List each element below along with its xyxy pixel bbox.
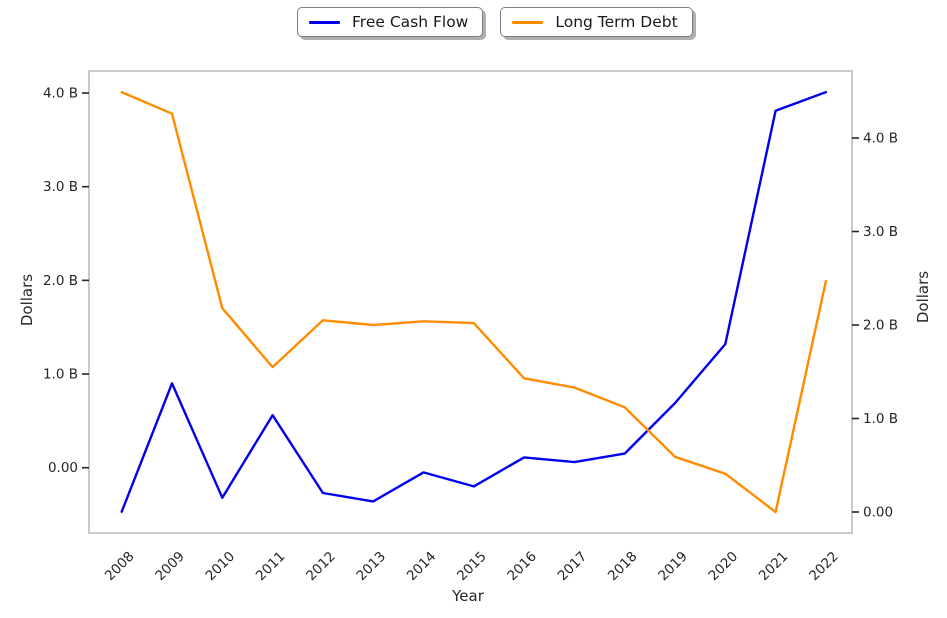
- legend: Free Cash Flow Long Term Debt: [297, 7, 693, 37]
- x-tick-label: 2015: [454, 549, 490, 585]
- x-tick-label: 2010: [203, 549, 239, 585]
- series-line-long-term-debt: [120, 90, 828, 514]
- x-tick-label: 2014: [404, 549, 440, 585]
- x-tick-label: 2017: [555, 549, 591, 585]
- x-tick-label: 2008: [102, 549, 138, 585]
- y-axis-label-right: Dollars: [914, 270, 932, 324]
- x-tick-label: 2019: [655, 549, 691, 585]
- x-tick-label: 2018: [605, 549, 641, 585]
- x-tick-label: 2016: [504, 549, 540, 585]
- y-tick-label-left: 3.0 B: [43, 179, 78, 195]
- legend-item-long-term-debt: Long Term Debt: [500, 7, 693, 37]
- y-tick-label-right: 2.0 B: [863, 318, 898, 334]
- y-tick-label-right: 0.00: [863, 505, 893, 521]
- y-tick-label-right: 1.0 B: [863, 411, 898, 427]
- x-tick-label: 2013: [353, 549, 389, 585]
- y-tick-label-left: 0.00: [48, 460, 78, 476]
- legend-line-sample-orange: [512, 20, 544, 24]
- axes-frame: [88, 70, 853, 534]
- series-line-free-cash-flow: [120, 90, 828, 513]
- y-tick-label-left: 2.0 B: [43, 273, 78, 289]
- y-tick-label-right: 4.0 B: [863, 131, 898, 147]
- legend-item-free-cash-flow: Free Cash Flow: [297, 7, 484, 37]
- legend-line-sample-blue: [309, 20, 340, 24]
- y-tick-label-left: 4.0 B: [43, 86, 78, 102]
- x-tick-label: 2021: [756, 549, 792, 585]
- x-axis-label: Year: [452, 587, 484, 605]
- legend-label: Free Cash Flow: [352, 13, 469, 31]
- y-tick-label-left: 1.0 B: [43, 367, 78, 383]
- x-tick-label: 2011: [253, 549, 289, 585]
- y-axis-label-left: Dollars: [18, 273, 36, 327]
- x-tick-label: 2020: [706, 549, 742, 585]
- x-tick-label: 2012: [303, 549, 339, 585]
- x-tick-label: 2009: [152, 549, 188, 585]
- y-tick-label-right: 3.0 B: [863, 224, 898, 240]
- legend-label: Long Term Debt: [555, 13, 678, 31]
- x-tick-label: 2022: [806, 549, 842, 585]
